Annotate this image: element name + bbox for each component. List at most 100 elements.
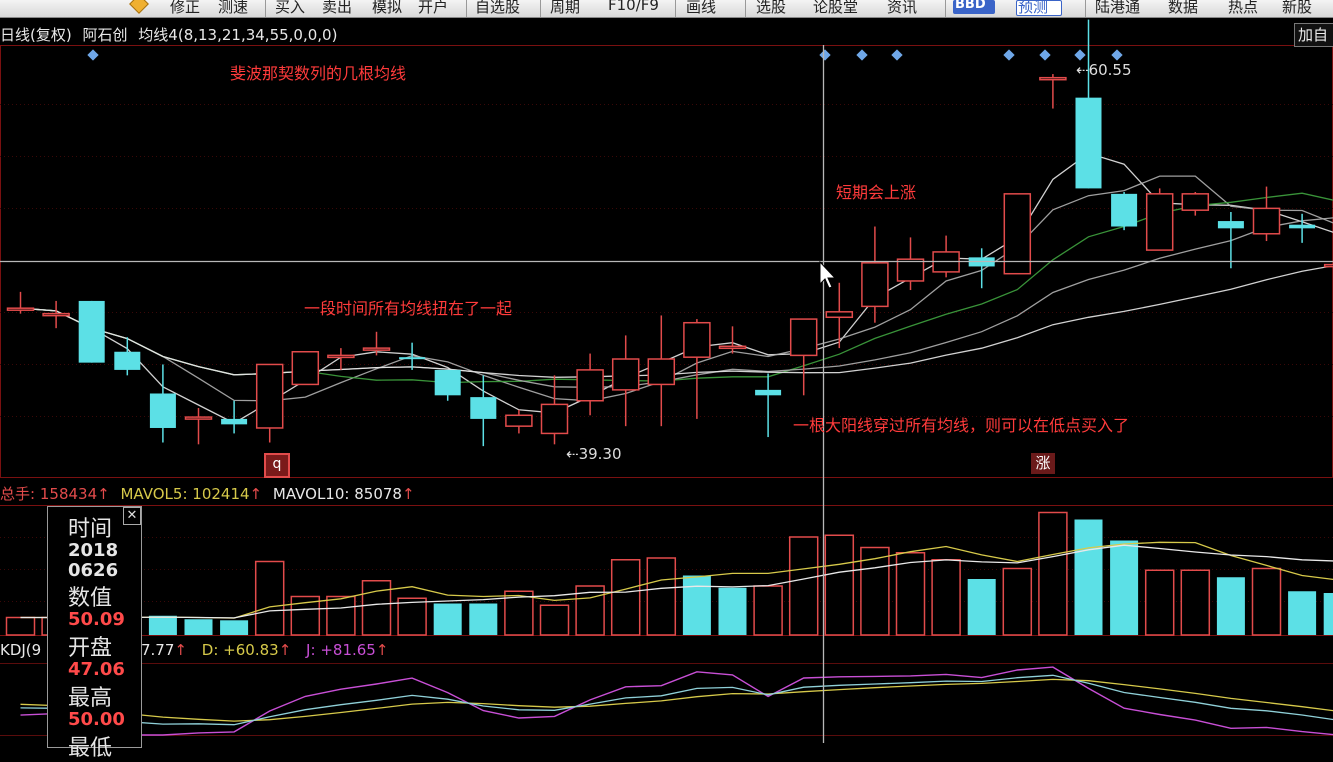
price-low-value: 39.30 bbox=[579, 445, 622, 463]
ma8-line bbox=[21, 153, 1333, 423]
candle-body-up bbox=[720, 346, 746, 348]
toolbar-item[interactable]: F10/F9 bbox=[608, 0, 659, 14]
candle-body-up bbox=[43, 314, 69, 316]
signal-diamond bbox=[856, 49, 867, 60]
toolbar-item[interactable]: 自选股 bbox=[475, 0, 520, 17]
volume-bar-down bbox=[1110, 541, 1138, 636]
candle-body-up bbox=[1182, 194, 1208, 210]
kdj-name: KDJ(9 bbox=[0, 641, 41, 659]
volume-bar-down bbox=[1288, 591, 1316, 635]
toolbar-item[interactable]: 周期 bbox=[550, 0, 580, 17]
toolbar-item[interactable]: 测速 bbox=[218, 0, 248, 17]
stock-chart[interactable] bbox=[0, 0, 1333, 743]
up-arrow-icon: ↑ bbox=[376, 641, 389, 659]
volume-bar-down bbox=[1324, 593, 1333, 635]
k-value: 7.77 bbox=[141, 641, 174, 659]
add-to-watchlist-button[interactable]: 加自 bbox=[1294, 23, 1333, 47]
candle-body-down bbox=[399, 357, 425, 359]
mavol5-value: 102414 bbox=[192, 485, 249, 503]
volume-bar-down bbox=[719, 588, 747, 635]
candle-body-down bbox=[1218, 221, 1244, 228]
toolbar-item[interactable]: 卖出 bbox=[322, 0, 352, 17]
toolbar-item[interactable]: 选股 bbox=[756, 0, 786, 17]
toolbar-item[interactable]: 陆港通 bbox=[1095, 0, 1140, 17]
info-high-label: 最高 bbox=[68, 680, 112, 712]
toolbar-item[interactable]: 画线 bbox=[686, 0, 716, 17]
annotation-fibonacci: 斐波那契数列的几根均线 bbox=[230, 60, 406, 84]
volume-bar-up bbox=[398, 598, 426, 635]
toolbar-item[interactable]: 新股 bbox=[1282, 0, 1312, 17]
candle-body-down bbox=[150, 393, 176, 427]
volume-bar-up bbox=[897, 553, 925, 635]
annotation-tangled: 一段时间所有均线扭在了一起 bbox=[304, 295, 512, 319]
volume-bar-up bbox=[1181, 570, 1209, 635]
toolbar-separator bbox=[540, 0, 541, 17]
mavol10-label: MAVOL10 bbox=[273, 485, 345, 503]
up-arrow-icon: ↑ bbox=[174, 641, 187, 659]
candle-body-up bbox=[364, 348, 390, 350]
volume-bar-up bbox=[612, 560, 640, 635]
close-icon[interactable]: ✕ bbox=[123, 507, 141, 525]
info-open-label: 开盘 bbox=[68, 630, 112, 662]
info-time-label: 时间 bbox=[68, 511, 112, 543]
toolbar-separator bbox=[466, 0, 467, 17]
candle-body-down bbox=[79, 301, 105, 363]
ma34-line bbox=[21, 217, 1333, 387]
volume-bar-up bbox=[256, 562, 284, 636]
volume-bar-up bbox=[1253, 569, 1281, 636]
candle-body-up bbox=[292, 352, 318, 385]
info-panel: ✕ 时间 2018 0626 数值 50.09 开盘 47.06 最高 50.0… bbox=[47, 506, 142, 748]
candle-body-down bbox=[470, 397, 496, 419]
candle-body-up bbox=[1147, 194, 1173, 250]
toolbar-separator bbox=[745, 0, 746, 17]
toolbar-item[interactable]: 资讯 bbox=[887, 0, 917, 17]
candle-body-down bbox=[221, 419, 247, 424]
ma55-line bbox=[21, 265, 1333, 377]
up-arrow-icon: ↑ bbox=[279, 641, 292, 659]
toolbar-item[interactable]: 模拟 bbox=[372, 0, 402, 17]
toolbar-item[interactable]: 热点 bbox=[1228, 0, 1258, 17]
toolbar-item[interactable]: 买入 bbox=[275, 0, 305, 17]
volume-bar-down bbox=[1075, 520, 1103, 636]
volume-bar-up bbox=[7, 618, 35, 636]
volume-bar-down bbox=[469, 604, 497, 636]
toolbar-item[interactable]: 预测 bbox=[1018, 0, 1048, 17]
price-low-label: ⇠39.30 bbox=[566, 445, 622, 463]
price-high-label: ⇠60.55 bbox=[1076, 61, 1132, 79]
volume-bar-up bbox=[541, 605, 569, 635]
signal-diamond bbox=[87, 49, 98, 60]
period-label[interactable]: 日线(复权) bbox=[0, 26, 72, 44]
candle-body-up bbox=[1325, 265, 1333, 267]
volume-bar-up bbox=[1003, 569, 1031, 636]
volume-bar-up bbox=[327, 597, 355, 636]
candle-body-up bbox=[862, 263, 888, 307]
candle-body-down bbox=[1111, 194, 1137, 227]
kdj-k-line bbox=[21, 675, 1333, 724]
volume-bar-up bbox=[790, 537, 818, 635]
candle-body-up bbox=[328, 355, 354, 357]
up-arrow-icon: ↑ bbox=[97, 485, 110, 503]
toolbar-item[interactable]: 数据 bbox=[1168, 0, 1198, 17]
toolbar-item[interactable]: BBD bbox=[955, 0, 986, 12]
kdj-d-line bbox=[21, 679, 1333, 721]
q-marker: q bbox=[264, 453, 290, 478]
toolbar-item[interactable]: 开户 bbox=[418, 0, 448, 17]
toolbar-separator bbox=[265, 0, 266, 17]
indicator-label[interactable]: 均线4(8,13,21,34,55,0,0,0) bbox=[138, 26, 337, 44]
candle-body-up bbox=[257, 364, 283, 428]
toolbar-item[interactable]: 论股堂 bbox=[813, 0, 858, 17]
signal-diamond bbox=[1003, 49, 1014, 60]
volume-bar-up bbox=[1146, 570, 1174, 635]
volume-bar-down bbox=[1217, 577, 1245, 635]
candle-body-up bbox=[577, 370, 603, 401]
volume-bar-up bbox=[932, 560, 960, 635]
candle-body-up bbox=[542, 404, 568, 433]
volume-bar-down bbox=[683, 576, 711, 636]
up-arrow-icon: ↑ bbox=[402, 485, 415, 503]
mavol5-label: MAVOL5 bbox=[120, 485, 182, 503]
candle-body-up bbox=[648, 359, 674, 384]
volume-bar-up bbox=[754, 586, 782, 635]
toolbar-item[interactable]: 修正 bbox=[170, 0, 200, 17]
candle-body-down bbox=[1289, 225, 1315, 229]
signal-diamond bbox=[1111, 49, 1122, 60]
